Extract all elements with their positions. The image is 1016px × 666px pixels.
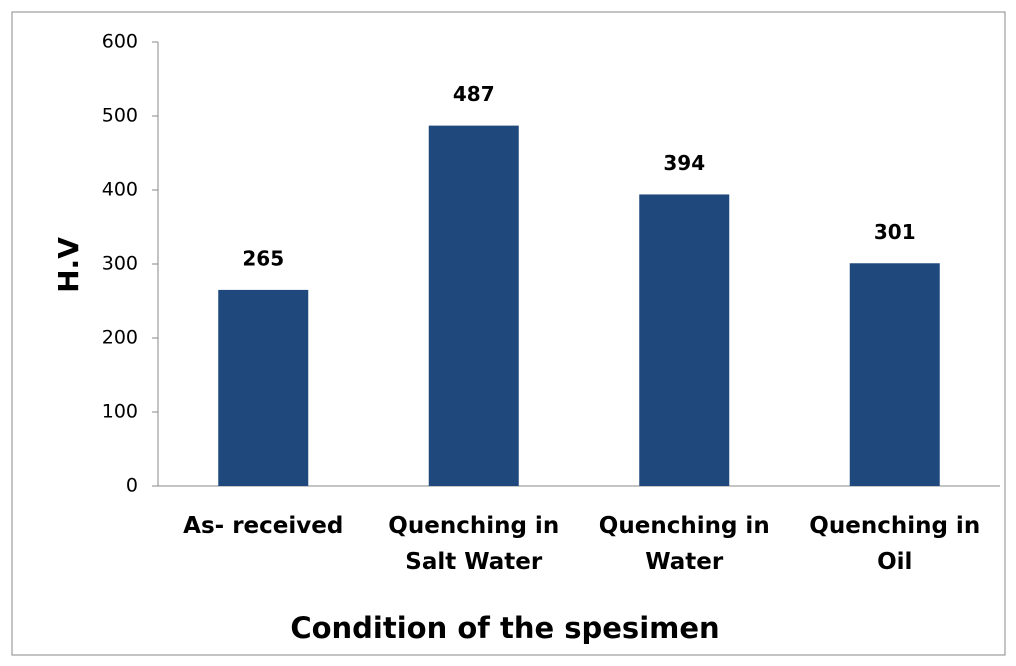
x-axis-title: Condition of the spesimen (290, 611, 719, 645)
y-tick-label: 500 (102, 105, 138, 127)
bar (639, 194, 730, 486)
y-tick-label: 400 (102, 179, 138, 201)
y-tick-label: 200 (102, 327, 138, 349)
y-tick-label: 0 (126, 475, 138, 497)
y-tick-label: 300 (102, 253, 138, 275)
x-tick-label: Quenching in Oil (809, 513, 981, 575)
bar (218, 289, 309, 486)
y-axis-title: H.V (52, 237, 85, 293)
x-tick-label: Quenching in Water (598, 513, 770, 575)
value-label: 301 (874, 220, 916, 244)
value-label: 487 (453, 82, 495, 106)
x-tick-label: As- received (183, 513, 344, 539)
x-tick-label: Quenching in Salt Water (388, 513, 560, 575)
bar (428, 125, 519, 487)
value-label: 265 (242, 246, 284, 270)
y-tick-label: 100 (102, 401, 138, 423)
y-tick-label: 600 (102, 31, 138, 53)
value-label: 394 (663, 151, 705, 175)
bar (849, 263, 940, 486)
